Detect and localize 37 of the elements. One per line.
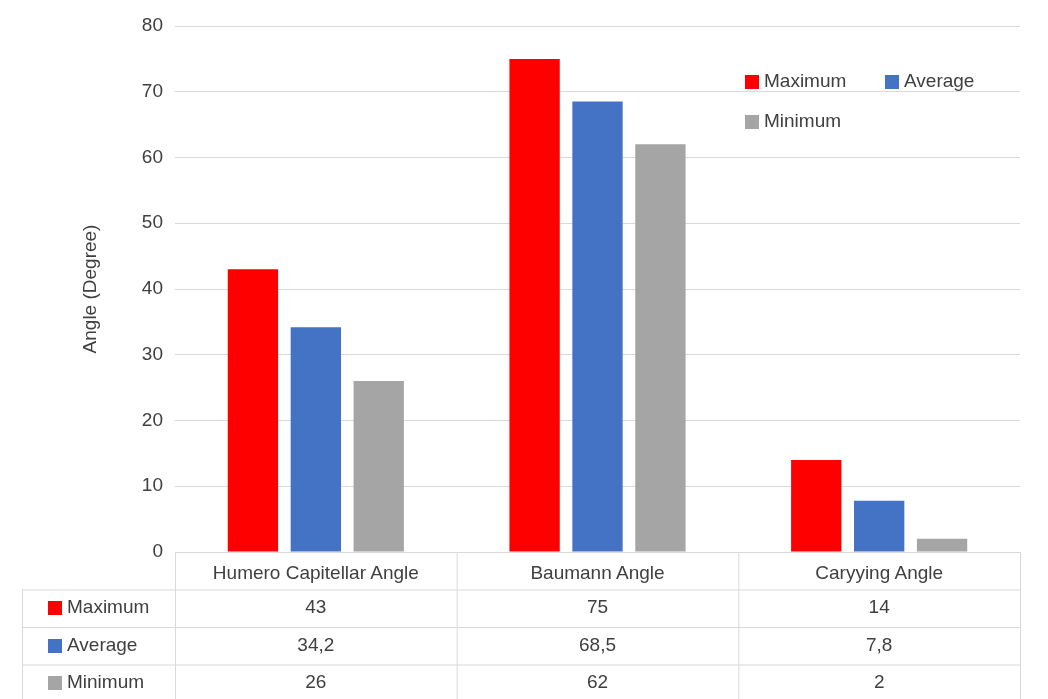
y-tick-label: 10 <box>141 474 163 496</box>
y-tick-label: 40 <box>141 277 163 299</box>
data-label: 43 <box>305 596 327 618</box>
data-label: 26 <box>305 671 327 693</box>
y-tick-label: 60 <box>141 145 163 167</box>
bar <box>791 459 842 552</box>
bar <box>509 58 560 552</box>
data-label: 75 <box>586 596 609 618</box>
data-label: 2 <box>873 671 885 693</box>
legend-label: Average <box>904 70 975 92</box>
bar <box>227 269 279 552</box>
y-tick-label: 50 <box>141 211 163 233</box>
bar <box>572 101 623 552</box>
text: Maximum <box>67 596 150 618</box>
data-label: 34,2 <box>297 633 335 655</box>
y-tick-label: 70 <box>141 79 163 101</box>
x-tick-label: Caryying Angle <box>815 561 944 583</box>
text: Minimum <box>67 671 145 693</box>
data-label: 7,8 <box>865 633 893 655</box>
bar <box>854 500 905 552</box>
y-tick-label: 30 <box>141 342 163 364</box>
text: Average <box>67 633 138 655</box>
legend-label: Minimum <box>764 110 842 132</box>
x-tick-label: Humero Capitellar Angle <box>212 561 419 583</box>
x-tick-label: Baumann Angle <box>530 561 665 583</box>
y-tick-label: 20 <box>141 408 163 430</box>
y-tick-label: 0 <box>152 540 163 562</box>
bar <box>916 538 968 552</box>
y-axis-title: Angle (Degree) <box>78 224 100 354</box>
bar <box>353 381 404 552</box>
data-label: 14 <box>868 596 891 618</box>
bar <box>635 144 686 552</box>
bar <box>290 327 341 552</box>
legend-label: Maximum <box>764 70 847 92</box>
data-label: 68,5 <box>579 633 616 655</box>
data-label: 62 <box>586 671 609 693</box>
y-tick-label: 80 <box>141 14 163 36</box>
